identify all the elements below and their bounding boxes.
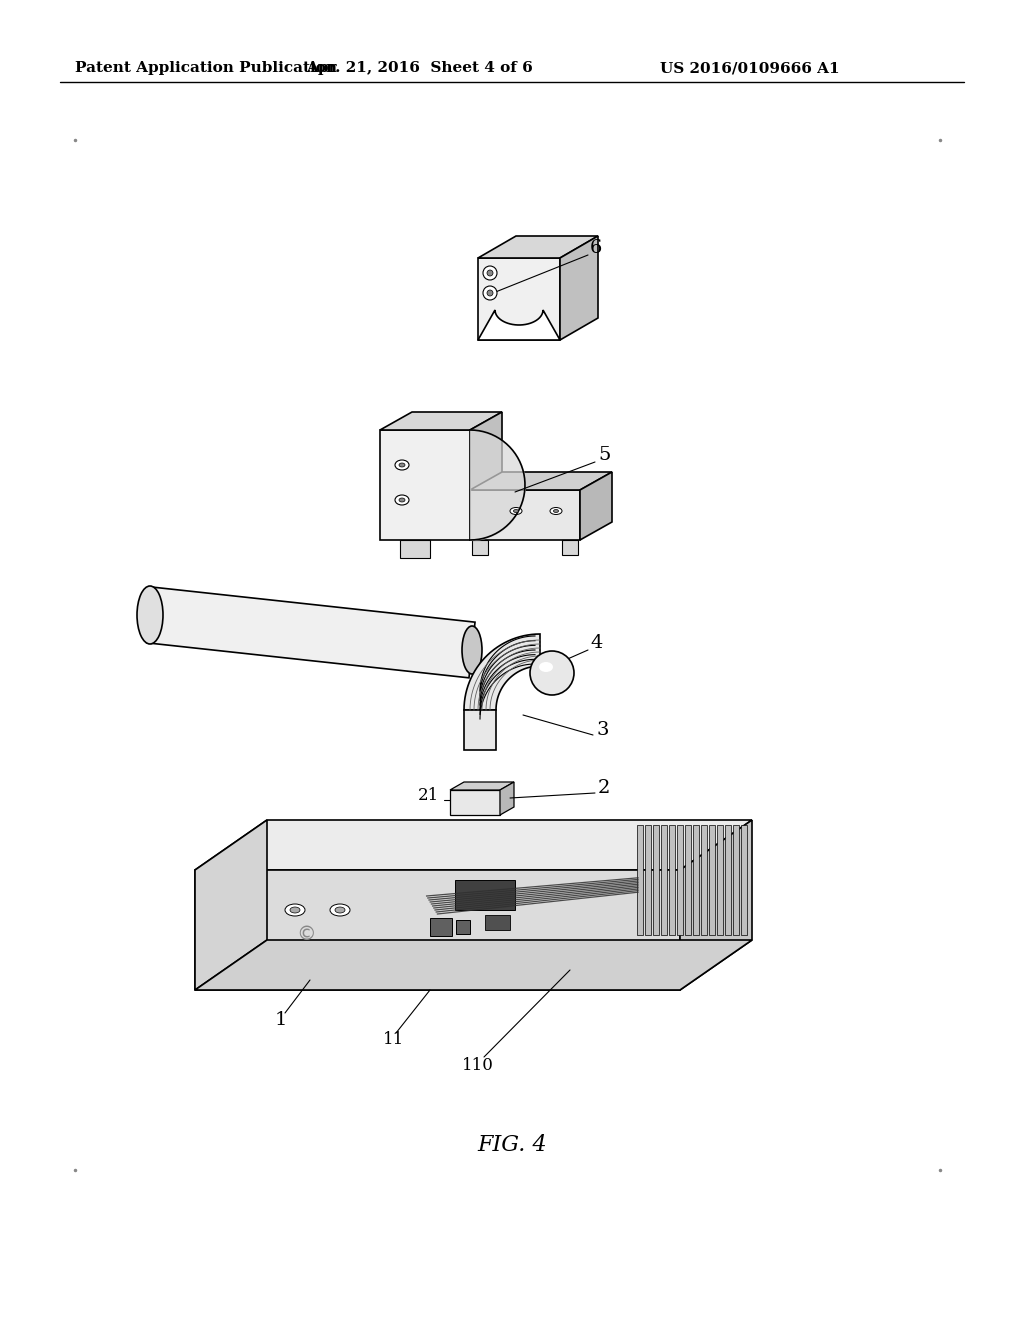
Text: Apr. 21, 2016  Sheet 4 of 6: Apr. 21, 2016 Sheet 4 of 6 (306, 61, 534, 75)
Ellipse shape (399, 498, 406, 502)
Polygon shape (693, 825, 699, 935)
Polygon shape (733, 825, 739, 935)
Polygon shape (701, 825, 707, 935)
Text: 110: 110 (462, 1056, 494, 1073)
Polygon shape (478, 236, 598, 257)
Polygon shape (560, 236, 598, 341)
Polygon shape (147, 587, 475, 678)
Polygon shape (195, 870, 680, 990)
Polygon shape (741, 825, 746, 935)
Polygon shape (662, 825, 667, 935)
Text: US 2016/0109666 A1: US 2016/0109666 A1 (660, 61, 840, 75)
Polygon shape (470, 490, 580, 540)
Polygon shape (380, 430, 470, 540)
Ellipse shape (137, 586, 163, 644)
Ellipse shape (330, 904, 350, 916)
Polygon shape (450, 789, 500, 814)
Text: $\copyright$: $\copyright$ (296, 925, 314, 945)
Ellipse shape (285, 904, 305, 916)
Ellipse shape (513, 510, 518, 512)
Polygon shape (380, 412, 502, 430)
Polygon shape (685, 825, 691, 935)
Ellipse shape (290, 907, 300, 913)
Polygon shape (430, 917, 452, 936)
Polygon shape (478, 310, 560, 341)
Polygon shape (562, 540, 578, 554)
Polygon shape (400, 540, 430, 558)
Ellipse shape (510, 507, 522, 515)
Ellipse shape (399, 463, 406, 467)
Ellipse shape (395, 459, 409, 470)
Circle shape (487, 290, 493, 296)
Text: 3: 3 (596, 721, 608, 739)
Circle shape (487, 271, 493, 276)
Polygon shape (653, 825, 659, 935)
Polygon shape (455, 880, 515, 909)
Ellipse shape (539, 663, 553, 672)
Text: 2: 2 (598, 779, 610, 797)
Polygon shape (717, 825, 723, 935)
Polygon shape (580, 473, 612, 540)
Text: Patent Application Publication: Patent Application Publication (75, 61, 337, 75)
Polygon shape (677, 825, 683, 935)
Polygon shape (485, 915, 510, 931)
Polygon shape (645, 825, 651, 935)
Circle shape (530, 651, 574, 696)
Polygon shape (725, 825, 731, 935)
Ellipse shape (550, 507, 562, 515)
Ellipse shape (554, 510, 558, 512)
Text: 21: 21 (418, 788, 439, 804)
Polygon shape (752, 803, 770, 820)
Polygon shape (680, 820, 752, 990)
Polygon shape (470, 412, 502, 540)
Polygon shape (464, 710, 496, 750)
Text: 5: 5 (598, 446, 610, 465)
Polygon shape (195, 820, 267, 990)
Ellipse shape (462, 626, 482, 675)
Text: FIG. 4: FIG. 4 (477, 1134, 547, 1156)
Polygon shape (500, 781, 514, 814)
Polygon shape (195, 940, 752, 990)
Polygon shape (456, 920, 470, 935)
Ellipse shape (335, 907, 345, 913)
Polygon shape (195, 820, 752, 870)
Text: 6: 6 (590, 239, 602, 257)
Text: 11: 11 (383, 1031, 404, 1048)
Polygon shape (470, 473, 612, 490)
Polygon shape (450, 781, 514, 789)
Polygon shape (709, 825, 715, 935)
Circle shape (483, 267, 497, 280)
Polygon shape (464, 634, 540, 710)
Polygon shape (472, 540, 488, 554)
Text: 1: 1 (275, 1011, 288, 1030)
Polygon shape (478, 257, 560, 341)
Polygon shape (669, 825, 675, 935)
Polygon shape (637, 825, 643, 935)
Ellipse shape (395, 495, 409, 506)
Text: 4: 4 (590, 634, 602, 652)
Circle shape (483, 286, 497, 300)
